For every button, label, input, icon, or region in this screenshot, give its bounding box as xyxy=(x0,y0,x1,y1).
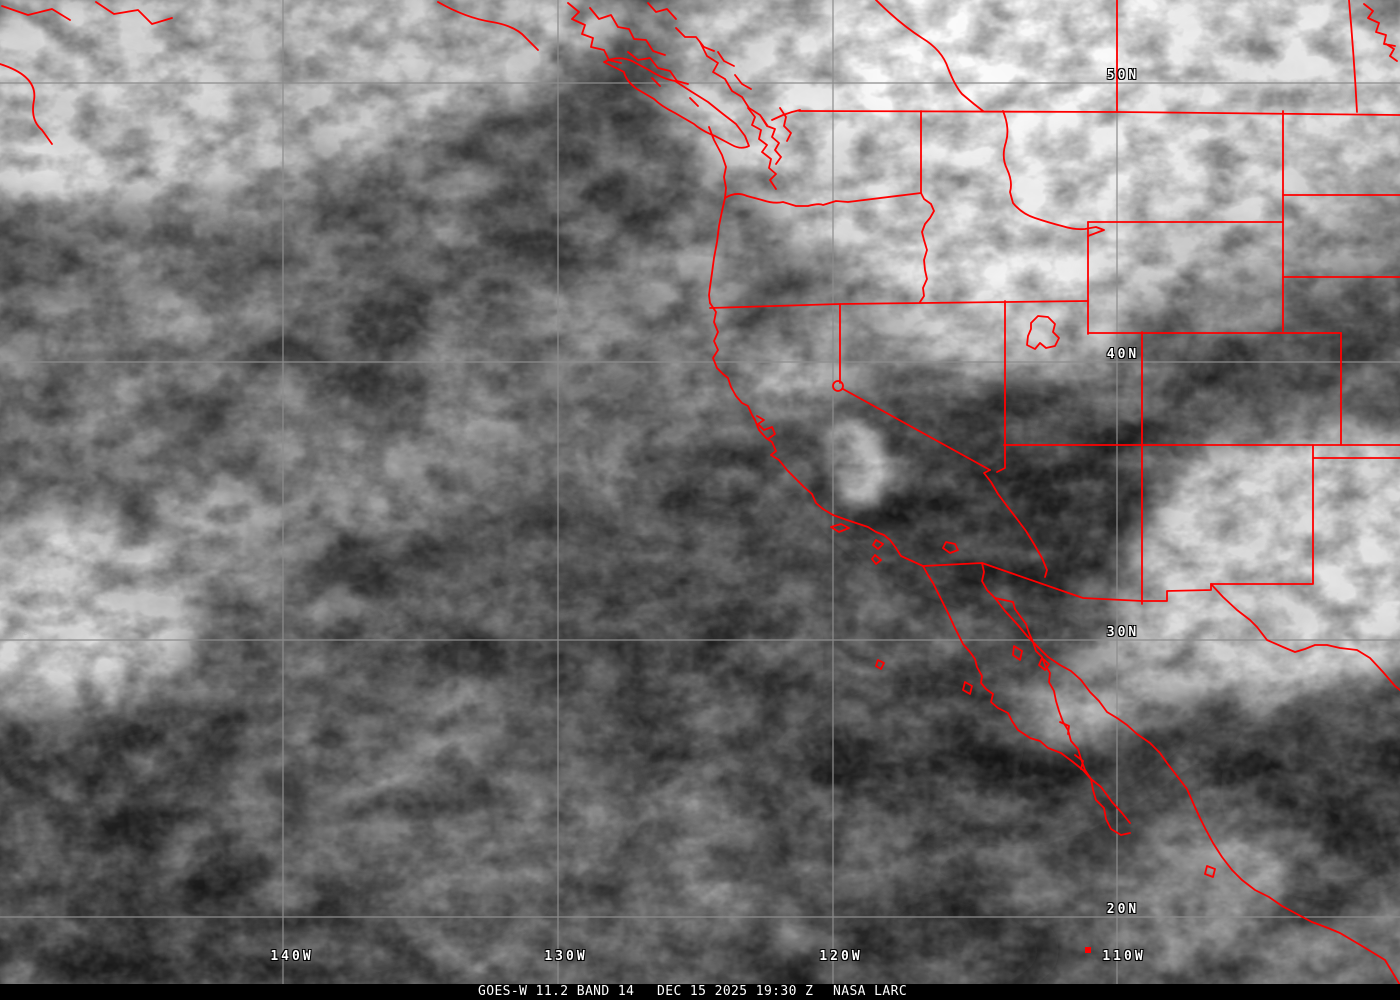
lat-label-50n: 50N xyxy=(1106,68,1140,83)
mexico-mainland-coast xyxy=(994,597,1400,986)
lake-tahoe xyxy=(832,380,844,392)
washington-coast xyxy=(708,126,727,199)
islands xyxy=(830,523,1216,878)
lon-label-110w: 110W xyxy=(1102,949,1146,964)
lon-label-140w: 140W xyxy=(270,949,314,964)
washington-oregon-border xyxy=(724,192,922,207)
saskatchewan-manitoba-border xyxy=(1348,0,1358,113)
oregon-coast xyxy=(708,197,726,304)
alaska-coast xyxy=(0,1,173,145)
lat-label-20n: 20N xyxy=(1106,902,1140,917)
california-coast-south xyxy=(754,419,924,567)
new-mexico-texas-border xyxy=(1210,444,1400,585)
us-mexico-border-west xyxy=(922,562,1212,602)
california-coast-north xyxy=(709,302,756,421)
san-francisco-bay xyxy=(756,415,776,440)
california-nevada-border xyxy=(839,303,991,471)
nevada-utah-border-114w xyxy=(996,300,1006,473)
baja-east-coast xyxy=(994,597,1131,836)
puget-sound xyxy=(747,107,792,190)
lon-label-120w: 120W xyxy=(819,949,863,964)
caption-credit: NASA LARC xyxy=(833,984,908,999)
bc-coast-north xyxy=(437,1,539,51)
bc-mainland-coast xyxy=(699,41,801,126)
great-salt-lake xyxy=(1026,315,1060,350)
oregon-idaho-border xyxy=(919,192,935,303)
caption-timestamp: DEC 15 2025 19:30 Z xyxy=(657,984,814,999)
vancouver-island xyxy=(603,57,750,149)
socorro-island-dot xyxy=(1085,947,1091,953)
lat-label-40n: 40N xyxy=(1106,347,1140,362)
idaho-montana-border xyxy=(1002,110,1105,237)
colorado-river-delta xyxy=(981,562,996,599)
bc-alberta-border xyxy=(875,0,984,112)
manitoba-lakes xyxy=(1363,3,1398,62)
lon-label-130w: 130W xyxy=(544,949,588,964)
caption-bar: GOES-W 11.2 BAND 14 DEC 15 2025 19:30 Z … xyxy=(0,984,1400,1000)
colorado-river-border xyxy=(983,469,1048,578)
bc-archipelago xyxy=(567,2,715,85)
caption-source: GOES-W 11.2 BAND 14 xyxy=(478,984,635,999)
lat-label-30n: 30N xyxy=(1106,625,1140,640)
rio-grande xyxy=(1210,583,1400,691)
